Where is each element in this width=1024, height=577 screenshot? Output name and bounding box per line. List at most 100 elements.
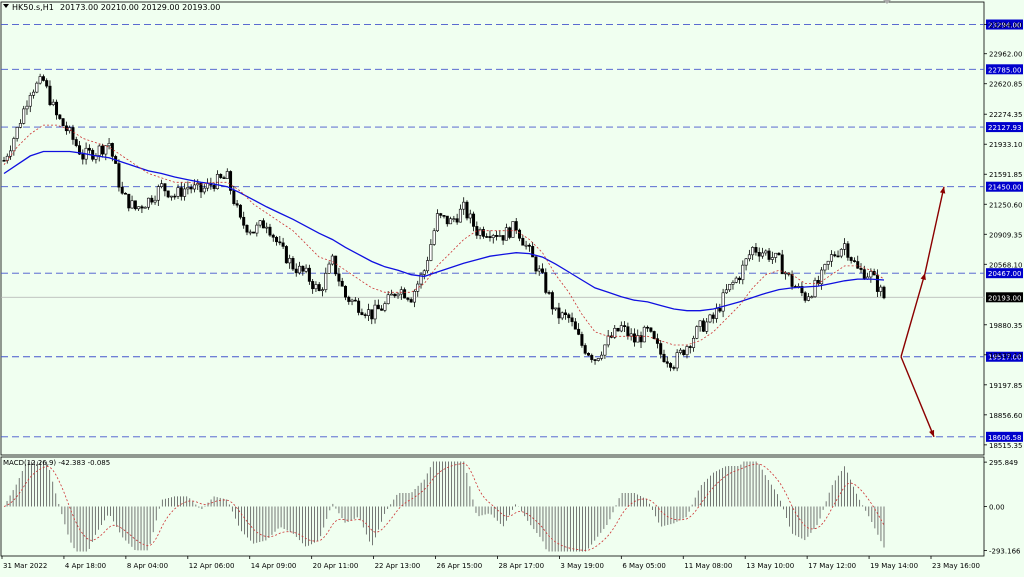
candle-body <box>439 213 443 216</box>
candle-body <box>107 143 111 147</box>
candle-body <box>770 257 774 260</box>
candle-body <box>22 108 26 124</box>
candle-body <box>117 163 121 188</box>
candle-body <box>652 331 656 339</box>
candle-body <box>616 327 620 332</box>
chart-shift-icon[interactable] <box>883 0 891 4</box>
candle-body <box>521 237 525 246</box>
dropdown-triangle-icon[interactable] <box>3 4 9 8</box>
price-tick-label: 21591.85 <box>989 171 1022 179</box>
candle-body <box>219 174 223 178</box>
candle-body <box>298 265 302 274</box>
candle-body <box>472 213 476 227</box>
candle-body <box>386 294 390 304</box>
candle-body <box>169 195 173 198</box>
candle-body <box>48 85 52 105</box>
level-price-label: 18606.58 <box>988 434 1021 442</box>
candle-body <box>2 160 6 162</box>
candle-body <box>705 321 709 332</box>
candle-body <box>846 243 850 258</box>
candle-body <box>327 263 331 274</box>
candle-body <box>101 145 105 155</box>
candle-body <box>468 213 472 219</box>
candle-body <box>166 190 170 198</box>
projection-up-leg-2 <box>924 186 945 274</box>
macd-tick-label: 295.849 <box>989 459 1018 467</box>
candle-body <box>504 227 508 241</box>
level-price-box <box>986 64 1023 75</box>
projection-arrows <box>900 186 946 438</box>
candle-body <box>531 246 535 258</box>
candle-body <box>596 358 600 361</box>
candle-body <box>28 94 32 107</box>
candle-body <box>659 343 663 355</box>
candle-body <box>294 268 298 274</box>
candle-body <box>544 272 548 293</box>
candle-body <box>626 326 630 337</box>
candle-body <box>534 256 538 272</box>
candle-body <box>833 254 837 257</box>
candle-body <box>311 281 315 290</box>
macd-panel: 295.849 0.00 -293.166 <box>3 459 1021 555</box>
candle-body <box>462 201 466 210</box>
candle-body <box>35 82 39 93</box>
candle-body <box>242 216 246 226</box>
candle-body <box>600 354 604 359</box>
candle-body <box>570 317 574 323</box>
candle-body <box>875 274 879 292</box>
candle-body <box>357 300 361 313</box>
candle-body <box>458 208 462 223</box>
candle-body <box>678 349 682 353</box>
candle-body <box>186 187 190 190</box>
candle-body <box>744 258 748 266</box>
candle-body <box>839 249 843 257</box>
candle-body <box>527 244 531 247</box>
candle-body <box>803 292 807 301</box>
candle-body <box>399 289 403 295</box>
candle-body <box>150 197 154 203</box>
candle-body <box>662 353 666 363</box>
candle-body <box>173 195 177 198</box>
time-tick-label: 26 Apr 15:00 <box>437 562 483 570</box>
candle-body <box>422 270 426 275</box>
time-tick-label: 3 May 19:00 <box>560 562 604 570</box>
candle-body <box>646 326 650 329</box>
candle-body <box>810 296 814 299</box>
arrow-head-up-icon <box>939 186 946 194</box>
candle-body <box>869 271 873 278</box>
candle-body <box>426 260 430 272</box>
candle-body <box>419 274 423 285</box>
candle-body <box>741 264 745 281</box>
candle-body <box>87 147 91 151</box>
candle-body <box>524 244 528 247</box>
candle-body <box>71 127 75 140</box>
level-price-box <box>986 351 1023 362</box>
candle-body <box>110 143 114 157</box>
candle-body <box>281 242 285 247</box>
candle-body <box>363 314 367 316</box>
candle-body <box>761 252 765 257</box>
candle-body <box>672 367 676 369</box>
candle-body <box>449 218 453 225</box>
candle-body <box>370 309 374 320</box>
candle-body <box>307 267 311 282</box>
candle-body <box>636 335 640 343</box>
candle-body <box>343 285 347 298</box>
candle-body <box>409 299 413 303</box>
candle-body <box>215 174 219 189</box>
candle-body <box>800 286 804 294</box>
current-price-label: 20193.00 <box>988 294 1021 302</box>
candle-body <box>452 218 456 220</box>
candle-body <box>68 127 72 132</box>
candle-body <box>45 80 49 87</box>
candle-body <box>120 186 124 194</box>
time-tick-label: 19 May 14:00 <box>870 562 918 570</box>
candle-body <box>143 206 147 209</box>
candle-body <box>416 283 420 292</box>
candle-body <box>715 308 719 319</box>
candle-body <box>498 235 502 237</box>
candle-body <box>393 293 397 297</box>
candle-body <box>777 252 781 256</box>
